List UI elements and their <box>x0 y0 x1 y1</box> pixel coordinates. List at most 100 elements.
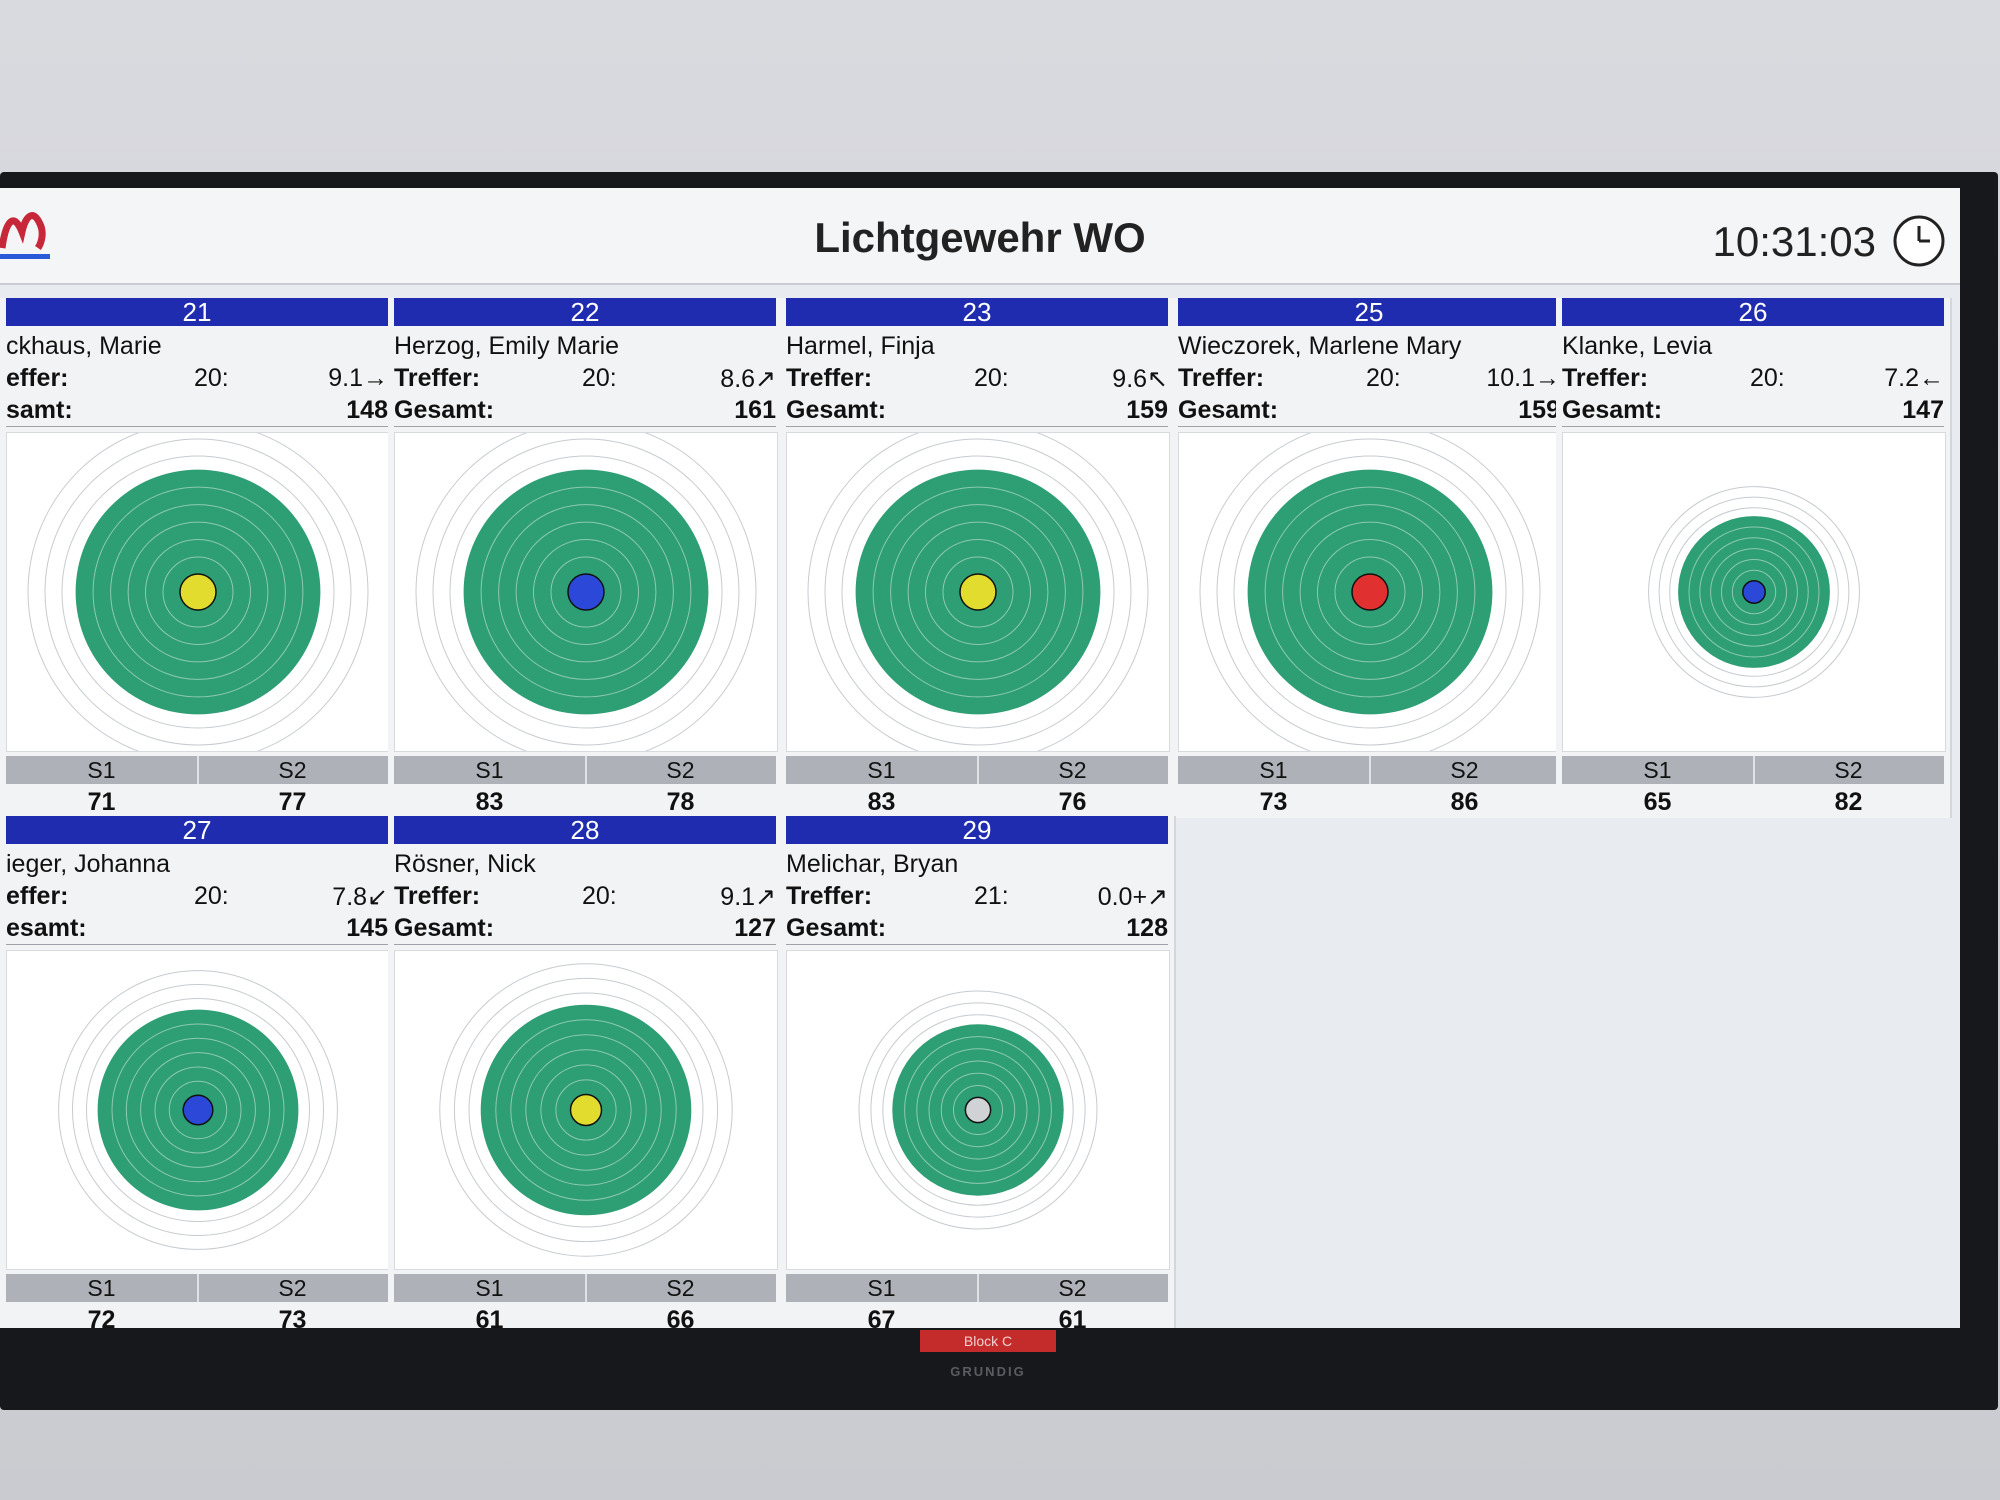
total-score: 148 <box>346 396 388 424</box>
series-1-score: 72 <box>87 1306 116 1328</box>
total-score: 147 <box>1902 396 1944 424</box>
last-shot-value: 9.1↗ <box>720 883 776 911</box>
shooting-target <box>6 950 390 1270</box>
target-ring <box>27 433 369 751</box>
target-ring <box>44 438 352 746</box>
target-rings <box>807 433 1149 751</box>
total-score: 159 <box>1518 396 1560 424</box>
target-ring <box>468 992 704 1228</box>
target-ring <box>72 984 324 1236</box>
hits-label: Treffer: <box>1562 364 1649 392</box>
inner-ring <box>925 539 1031 645</box>
inner-ring <box>890 504 1066 680</box>
shot-count: 21: <box>974 882 1009 910</box>
inner-ring <box>1688 526 1820 658</box>
target-ring <box>415 433 757 751</box>
last-shot-marker <box>182 1094 214 1126</box>
last-shot-marker <box>179 573 217 611</box>
hits-label: Treffer: <box>394 882 481 910</box>
separator <box>6 426 388 427</box>
inner-ring <box>1699 537 1809 647</box>
target-ring <box>86 998 310 1222</box>
target-ring <box>58 970 338 1250</box>
series-1-label: S1 <box>394 1274 587 1302</box>
series-1-score: 71 <box>87 788 116 816</box>
last-shot-value: 9.6↖ <box>1112 365 1168 393</box>
total-score: 127 <box>734 914 776 942</box>
shot-count: 20: <box>194 364 229 392</box>
series-header: S1 S2 <box>786 756 1168 784</box>
inner-ring <box>480 486 692 698</box>
series-header: S1 S2 <box>6 1274 388 1302</box>
inner-ring <box>904 1036 1052 1184</box>
target-ring <box>882 1014 1074 1206</box>
shooter-name: Rösner, Nick <box>394 850 536 878</box>
inner-ring <box>92 486 304 698</box>
separator <box>394 944 776 945</box>
target-ring <box>1233 455 1507 729</box>
series-2-label: S2 <box>1058 1275 1087 1301</box>
total-label: Gesamt: <box>1178 396 1279 424</box>
inner-ring <box>907 521 1049 663</box>
series-header: S1 S2 <box>786 1274 1168 1302</box>
shot-count: 20: <box>1750 364 1785 392</box>
series-2-score: 73 <box>278 1306 307 1328</box>
last-shot-marker <box>1351 573 1389 611</box>
lane-panel-27: 27 ieger, Johanna effer: 20: 7.8↙ esamt:… <box>0 816 396 1328</box>
inner-ring <box>110 504 286 680</box>
target-ring <box>824 438 1132 746</box>
separator <box>394 426 776 427</box>
lane-number: 29 <box>786 816 1168 844</box>
total-score: 128 <box>1126 914 1168 942</box>
lane-number: 25 <box>1178 298 1560 326</box>
series-1-label: S1 <box>1562 756 1755 784</box>
total-label: Gesamt: <box>786 396 887 424</box>
inner-ring <box>940 1072 1016 1148</box>
shooting-target <box>786 432 1170 752</box>
inner-ring <box>533 539 639 645</box>
target-rings <box>1648 486 1860 698</box>
series-1-score: 65 <box>1643 788 1672 816</box>
last-shot-value: 7.8↙ <box>332 883 388 911</box>
inner-ring <box>111 1023 285 1197</box>
total-label: Gesamt: <box>1562 396 1663 424</box>
total-score: 145 <box>346 914 388 942</box>
lane-panel-22: 22 Herzog, Emily Marie Treffer: 20: 8.6↗… <box>388 298 784 818</box>
scoreboard-screen: Lichtgewehr WO 10:31:03 21 ckhaus, Marie… <box>0 188 1960 1328</box>
shot-count: 20: <box>974 364 1009 392</box>
series-1-score: 73 <box>1259 788 1288 816</box>
target-ring <box>841 455 1115 729</box>
shooter-name: Melichar, Bryan <box>786 850 959 878</box>
series-2-score: 61 <box>1058 1306 1087 1328</box>
shooter-name: Klanke, Levia <box>1562 332 1713 360</box>
lane-panel-23: 23 Harmel, Finja Treffer: 20: 9.6↖ Gesam… <box>780 298 1176 818</box>
block-label: Block C <box>920 1330 1056 1352</box>
inner-ring <box>495 1019 677 1201</box>
series-2-label: S2 <box>278 757 307 783</box>
series-1-label: S1 <box>394 756 587 784</box>
lane-panel-21: 21 ckhaus, Marie effer: 20: 9.1→ samt: 1… <box>0 298 396 818</box>
target-ring <box>858 990 1098 1230</box>
lane-number: 28 <box>394 816 776 844</box>
last-shot-value: 9.1→ <box>328 364 388 392</box>
shot-count: 20: <box>194 882 229 910</box>
inner-ring <box>498 504 674 680</box>
hits-label: Treffer: <box>1178 364 1265 392</box>
target-ring <box>432 438 740 746</box>
separator <box>786 944 1168 945</box>
last-shot-value: 0.0+↗ <box>1097 883 1168 911</box>
shooting-target <box>394 432 778 752</box>
inner-ring <box>942 556 1014 628</box>
target-ring <box>870 1002 1086 1218</box>
inner-ring <box>510 1034 662 1186</box>
series-2-label: S2 <box>278 1275 307 1301</box>
inner-ring <box>162 556 234 628</box>
shot-count: 20: <box>582 364 617 392</box>
inner-ring <box>154 1066 242 1154</box>
clock-time: 10:31:03 <box>1712 218 1877 265</box>
target-ring <box>449 455 723 729</box>
shooting-target <box>786 950 1170 1270</box>
series-1-label: S1 <box>786 1274 979 1302</box>
series-2-score: 86 <box>1450 788 1479 816</box>
inner-ring <box>1721 559 1787 625</box>
